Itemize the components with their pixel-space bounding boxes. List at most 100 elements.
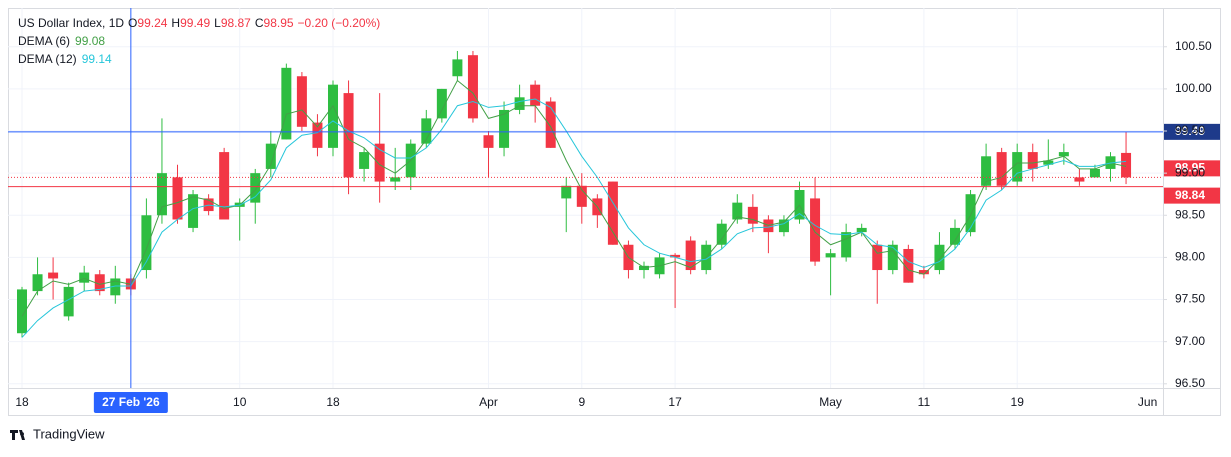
candle-body [374,143,385,182]
candle-body [732,202,743,220]
candle-body [1027,152,1038,169]
candle-body [436,88,447,119]
y-tick-label: 99.50 [1175,123,1205,137]
x-tick-label: 10 [233,395,247,409]
crosshair-price-box [1164,123,1220,140]
crosshair-time-box [93,392,168,413]
indicator-name: DEMA (6) [18,34,70,48]
candle-body [79,272,90,283]
candle-body [918,270,929,275]
legend-indicator: DEMA (12) 99.14 [18,52,112,66]
x-tick-label: 9 [578,395,585,409]
price-label: 98.84 [1175,188,1205,202]
y-tick-label: 97.50 [1175,292,1205,306]
x-tick-label: May [819,395,842,409]
candle-body [499,109,510,148]
overlay: 98.95 98.84 99.49 27 Feb '26 US Dollar Index… [8,8,1220,413]
candle-body [1074,177,1085,182]
ohlc-value: 99.24 [137,16,167,30]
y-tick-label: 98.50 [1175,207,1205,221]
crosshair-time: 27 Feb '26 [102,395,160,409]
y-tick-label: 100.00 [1175,81,1212,95]
candle-body [296,76,307,127]
candle-body [483,135,494,148]
candle-body [778,219,789,233]
candle-body [981,156,992,186]
candle-body [996,152,1007,186]
candle-body [747,206,758,224]
y-tick-label: 96.50 [1175,376,1205,390]
candle-body [1089,168,1100,178]
candle-body [328,84,338,148]
candle-body [172,177,183,220]
y-tick-label: 99.00 [1175,165,1205,179]
candle-body [607,181,618,245]
candle-body [250,173,261,203]
candle-body [887,244,898,271]
candle-body [390,177,401,182]
candle-body [1058,152,1069,157]
candle-body [561,185,572,199]
candle-body [545,101,556,148]
candle-body [219,152,230,220]
ohlc-key: H [171,16,180,30]
y-tick-label: 100.50 [1175,39,1212,53]
candle-body [514,97,525,110]
ohlc-value: 98.87 [221,16,251,30]
candle-body [1121,152,1132,178]
candle-body [17,289,27,334]
legend-ohlc: US Dollar Index, 1D O99.24 H99.49 L98.87 C98… [18,16,380,30]
indicator-name: DEMA (12) [18,52,77,66]
indicator-value: 99.08 [75,34,105,48]
candle-body [188,194,199,228]
candle-body [965,194,976,233]
candle-body [343,93,354,178]
y-tick-label: 97.00 [1175,334,1205,348]
price-label: 98.95 [1175,161,1205,175]
legend-indicator: DEMA (6) 99.08 [18,34,105,48]
candle-body [312,122,323,148]
candle-body [281,67,292,140]
y-tick-label: 98.00 [1175,250,1205,264]
price-label-box [1164,187,1220,204]
candle-body [421,118,432,144]
candle-body [903,248,914,283]
ohlc-value: 99.49 [180,16,210,30]
candle-body [452,59,463,77]
candle-body [716,223,727,245]
x-tick-label: 19 [1011,395,1025,409]
candle-body [1012,152,1023,182]
candle-body [685,240,696,271]
candle-body [32,274,43,292]
candle-body [530,84,541,106]
candle-body [156,173,167,216]
brand-logo [10,430,25,440]
ohlc-key: L [214,16,221,30]
candle-body [265,143,276,169]
symbol-title: US Dollar Index, 1D [18,16,124,30]
indicator-value: 99.14 [82,52,112,66]
indicator-line [21,98,1127,338]
candle-body [48,272,59,279]
candle-body [1043,160,1054,165]
candle-body [872,244,883,271]
candle-body [110,278,121,296]
ohlc-key: O [128,16,137,30]
x-tick-label: 18 [15,395,29,409]
brand: TradingView [10,426,105,441]
x-tick-label: 11 [918,395,931,409]
candle-body [670,254,681,258]
candle-body [576,185,587,207]
brand-name: TradingView [33,426,105,441]
indicator-line [21,79,1127,317]
candle-body [841,232,852,258]
x-tick-label: Jun [1138,395,1157,409]
plot-area [8,8,1163,388]
candle-body [467,55,478,119]
ohlc-key: C [255,16,264,30]
candle-body [856,227,867,233]
candle-body [934,244,945,271]
candle-body [950,227,960,245]
